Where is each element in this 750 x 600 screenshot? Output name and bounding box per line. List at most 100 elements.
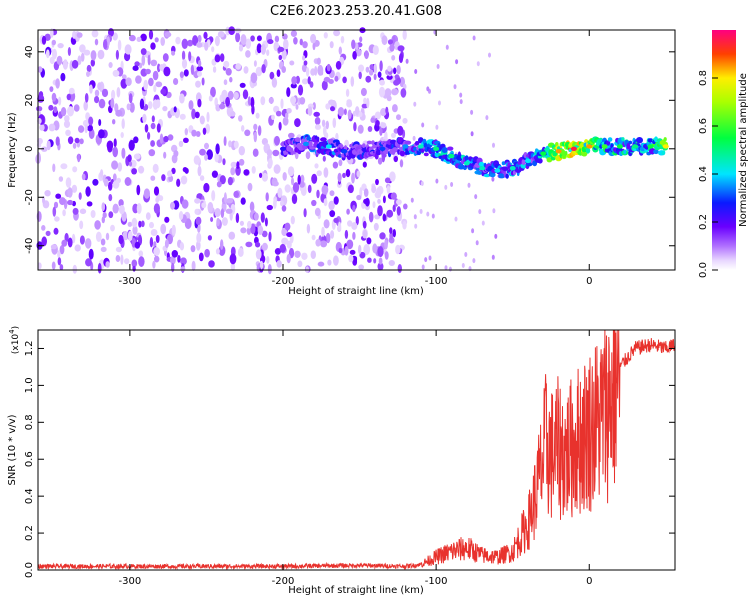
noise-blob [239, 220, 244, 226]
noise-blob [149, 221, 154, 229]
noise-blob [86, 201, 93, 207]
noise-blob [438, 100, 441, 106]
signal-peak [632, 144, 639, 149]
noise-blob [77, 55, 82, 65]
noise-blob [126, 103, 131, 111]
noise-blob [235, 32, 241, 43]
noise-blob [51, 261, 56, 270]
noise-blob [238, 44, 244, 52]
noise-blob [148, 101, 153, 110]
noise-blob [485, 115, 489, 121]
noise-blob [356, 170, 361, 178]
noise-blob [87, 124, 93, 132]
noise-blob [173, 106, 177, 113]
noise-blob [83, 100, 88, 111]
noise-blob [78, 192, 82, 200]
noise-blob [350, 76, 355, 87]
signal-peak [379, 146, 386, 151]
noise-blob [127, 230, 133, 242]
noise-blob [378, 257, 383, 265]
noise-blob [181, 199, 189, 209]
noise-blob [321, 80, 328, 91]
noise-blob [307, 106, 313, 116]
noise-blob [136, 36, 142, 43]
noise-blob [219, 103, 226, 110]
y-tick-label: -40 [24, 238, 35, 254]
noise-blob [121, 147, 126, 159]
noise-blob [424, 257, 428, 263]
noise-blob [223, 136, 227, 147]
signal-peak [525, 158, 531, 164]
noise-blob [202, 127, 207, 135]
colorbar: 0.0 0.2 0.4 0.6 0.8 Normalized spectral ampl… [698, 30, 749, 278]
noise-blob [145, 212, 151, 221]
noise-blob [106, 140, 114, 151]
noise-blob [211, 190, 216, 202]
signal-point [647, 138, 654, 143]
noise-blob [220, 53, 225, 62]
noise-blob [221, 217, 228, 226]
noise-blob [342, 76, 347, 84]
noise-blob [59, 245, 65, 255]
noise-blob [310, 250, 316, 259]
noise-blob [342, 172, 346, 178]
noise-blob [283, 39, 289, 50]
noise-blob [265, 192, 269, 202]
signal-point [294, 137, 301, 143]
noise-blob [138, 165, 145, 174]
y-tick-label: 0.6 [24, 451, 35, 467]
noise-blob [171, 262, 175, 273]
noise-blob [266, 204, 273, 211]
noise-blob [317, 261, 325, 267]
noise-blob [380, 108, 387, 117]
noise-blob [124, 258, 130, 265]
noise-blob [164, 216, 170, 223]
noise-blob [60, 107, 67, 117]
noise-blob [85, 258, 92, 267]
noise-blob [50, 244, 58, 250]
noise-blob [150, 122, 156, 130]
noise-blob [68, 87, 75, 95]
noise-blob [138, 256, 145, 267]
noise-blob [117, 162, 123, 172]
noise-blob [310, 33, 317, 44]
noise-blob [297, 260, 303, 268]
noise-blob [175, 36, 181, 45]
noise-blob [324, 132, 329, 139]
noise-blob [184, 167, 189, 174]
noise-blob [100, 238, 106, 246]
snr-x-axis: -300 -200 -100 0 [119, 330, 592, 587]
noise-blob [362, 229, 368, 239]
noise-blob [183, 69, 189, 77]
y-tick-label: 0 [24, 146, 35, 152]
noise-blob [386, 95, 392, 102]
noise-blob [384, 88, 392, 98]
noise-blob [333, 29, 341, 37]
noise-blob [316, 57, 321, 65]
noise-blob [421, 264, 425, 270]
noise-blob [222, 158, 226, 166]
noise-blob [257, 125, 262, 136]
noise-blob [216, 217, 220, 227]
signal-point [447, 146, 454, 151]
noise-blob [62, 59, 68, 70]
noise-blob [459, 92, 463, 98]
noise-blob [328, 200, 335, 211]
noise-blob [115, 246, 122, 253]
noise-blob [405, 58, 409, 64]
signal-point [626, 142, 631, 150]
noise-blob [118, 199, 124, 207]
noise-blob [325, 232, 331, 244]
noise-blob [312, 42, 316, 51]
noise-blob [301, 78, 309, 85]
noise-blob [153, 186, 160, 196]
y-tick-label: 1.0 [24, 377, 35, 393]
noise-blob [284, 222, 291, 231]
noise-blob [393, 67, 397, 75]
noise-blob [216, 181, 222, 188]
noise-blob [121, 118, 125, 129]
noise-blob [279, 243, 286, 253]
noise-blob [149, 237, 154, 248]
noise-blob [455, 59, 459, 65]
noise-blob [63, 120, 71, 128]
